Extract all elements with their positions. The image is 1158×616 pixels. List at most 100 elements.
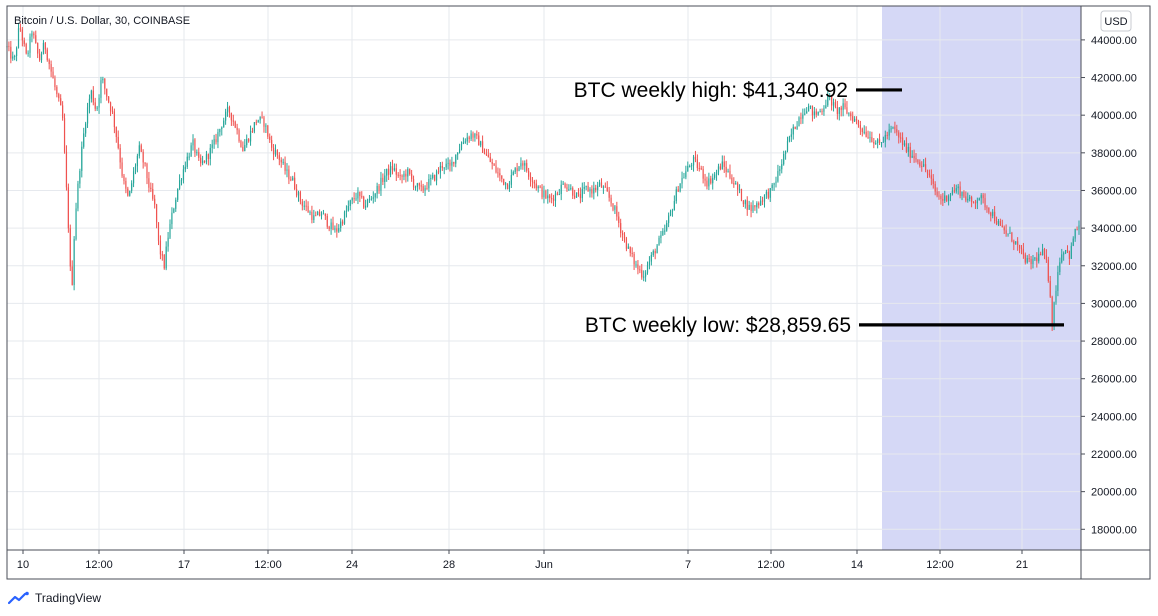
candle-body-180 xyxy=(351,198,353,201)
annotations: BTC weekly high: $41,340.92 BTC weekly lo… xyxy=(574,79,1064,337)
candle-body-464 xyxy=(896,129,898,133)
candle-body-502 xyxy=(969,197,971,199)
candle-body-264 xyxy=(512,172,514,176)
candle-body-316 xyxy=(612,203,614,210)
candle-body-504 xyxy=(972,201,975,203)
candle-body-345 xyxy=(668,215,670,223)
candle-body-406 xyxy=(784,150,787,154)
candle-body-99 xyxy=(196,152,198,154)
candle-body-196 xyxy=(382,177,384,182)
candle-body-67 xyxy=(134,166,137,172)
candle-body-3 xyxy=(12,56,14,59)
candle-body-297 xyxy=(575,192,578,198)
candle-body-46 xyxy=(94,102,96,109)
candle-body-105 xyxy=(207,154,209,159)
candle-body-263 xyxy=(510,175,512,185)
candle-body-98 xyxy=(194,139,196,153)
x-tick-label-1: 12:00 xyxy=(85,559,113,571)
candle-body-255 xyxy=(495,165,497,173)
candle-body-393 xyxy=(760,200,762,206)
candle-body-485 xyxy=(936,191,938,196)
candle-body-456 xyxy=(880,142,883,144)
candle-body-79 xyxy=(157,222,160,241)
candle-body-95 xyxy=(188,156,190,158)
candle-body-20 xyxy=(44,42,46,50)
candle-body-434 xyxy=(838,107,840,114)
candle-body-555 xyxy=(1070,245,1072,259)
candle-body-93 xyxy=(184,166,186,170)
candle-body-145 xyxy=(284,161,286,171)
candle-body-125 xyxy=(246,138,248,146)
candle-body-451 xyxy=(871,137,873,143)
candle-body-182 xyxy=(355,198,357,200)
candle-body-172 xyxy=(336,228,338,232)
candle-body-219 xyxy=(426,188,428,190)
tradingview-brand[interactable]: TradingView xyxy=(35,591,102,605)
candle-body-241 xyxy=(468,137,470,139)
candle-body-351 xyxy=(679,183,681,192)
candle-body-164 xyxy=(320,214,323,216)
candle-body-467 xyxy=(901,137,904,146)
candle-body-431 xyxy=(832,102,835,106)
candle-body-381 xyxy=(737,183,739,190)
candle-body-443 xyxy=(855,118,858,121)
candle-body-388 xyxy=(750,204,752,212)
candle-body-302 xyxy=(585,185,587,187)
candle-body-341 xyxy=(660,235,662,238)
candle-body-201 xyxy=(391,166,394,171)
tradingview-logo-icon[interactable] xyxy=(8,591,30,605)
candle-body-31 xyxy=(65,151,68,188)
candle-body-315 xyxy=(610,197,612,204)
candle-body-84 xyxy=(167,237,169,247)
candle-body-380 xyxy=(735,183,737,185)
candle-body-268 xyxy=(520,163,522,167)
candle-body-519 xyxy=(1001,225,1003,228)
candle-body-509 xyxy=(982,195,984,199)
candle-body-124 xyxy=(244,145,246,152)
candle-body-36 xyxy=(75,208,77,240)
candle-body-91 xyxy=(180,179,183,181)
candle-body-78 xyxy=(155,204,158,223)
candle-body-312 xyxy=(604,186,606,188)
candle-body-346 xyxy=(669,211,672,216)
candle-body-90 xyxy=(178,180,181,189)
candles xyxy=(6,22,1080,331)
candle-body-186 xyxy=(363,196,365,208)
candle-body-398 xyxy=(769,188,771,198)
currency-badge[interactable]: USD xyxy=(1100,10,1132,32)
x-tick-label-10: 12:00 xyxy=(926,559,954,571)
candle-body-237 xyxy=(460,143,463,150)
candle-body-289 xyxy=(560,184,562,195)
axes xyxy=(6,5,1151,580)
candle-body-550 xyxy=(1061,254,1063,263)
candle-body-420 xyxy=(811,105,814,116)
candle-body-116 xyxy=(228,107,231,113)
candle-body-353 xyxy=(683,177,685,179)
candle-body-357 xyxy=(691,165,693,167)
candle-body-286 xyxy=(554,193,557,201)
candle-body-53 xyxy=(108,96,110,103)
candle-body-435 xyxy=(840,107,842,110)
candle-body-489 xyxy=(944,195,946,201)
x-tick-label-11: 21 xyxy=(1016,559,1028,571)
candle-body-417 xyxy=(806,111,808,114)
candle-body-97 xyxy=(192,139,194,146)
candle-body-162 xyxy=(317,211,319,216)
candle-body-232 xyxy=(451,161,453,166)
candle-body-382 xyxy=(738,189,741,191)
candle-body-276 xyxy=(535,183,537,189)
candle-body-408 xyxy=(788,136,791,142)
candle-body-392 xyxy=(758,203,760,206)
candle-body-339 xyxy=(656,245,658,254)
candle-body-140 xyxy=(274,150,277,155)
candle-body-363 xyxy=(702,168,704,179)
annotation-label-1: BTC weekly low: $28,859.65 xyxy=(585,314,851,337)
candle-body-371 xyxy=(717,166,720,173)
candle-body-442 xyxy=(854,118,856,122)
candle-body-540 xyxy=(1041,249,1044,256)
candle-body-421 xyxy=(813,111,815,116)
candle-body-223 xyxy=(434,175,436,181)
candle-body-18 xyxy=(40,54,43,61)
candle-body-239 xyxy=(464,141,466,143)
